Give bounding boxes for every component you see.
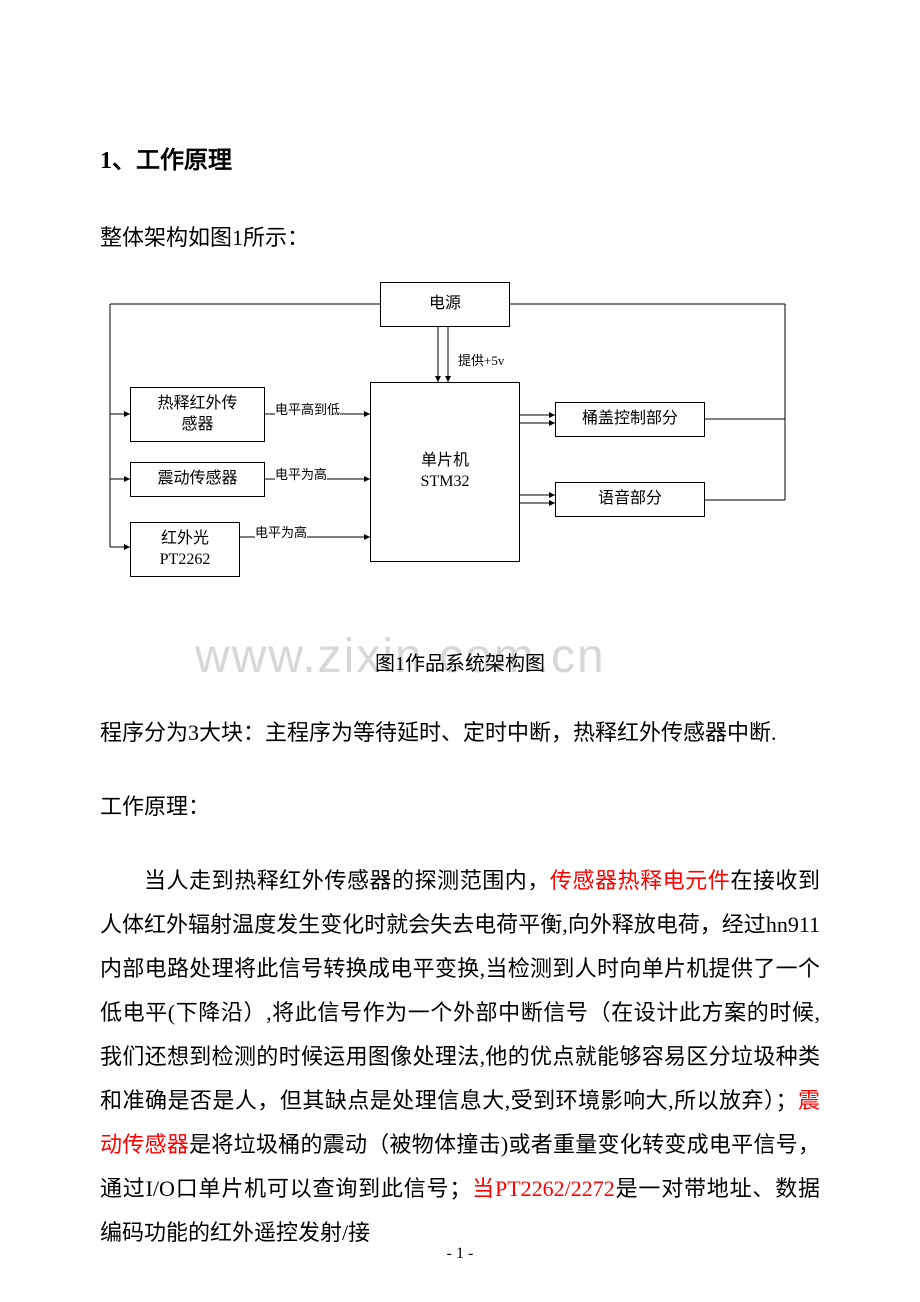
edge-label-vib: 电平为高 (275, 464, 327, 483)
body-highlight-3: 当PT2262/2272 (471, 1176, 614, 1201)
edge-label-pyro: 电平高到低 (275, 399, 340, 418)
node-pyro-sensor: 热释红外传 感器 (130, 387, 265, 442)
node-vibration-sensor: 震动传感器 (130, 462, 265, 497)
node-ir-pt2262: 红外光 PT2262 (130, 522, 240, 577)
node-voice: 语音部分 (555, 482, 705, 517)
section-heading: 1、工作原理 (100, 140, 820, 175)
intro-line: 整体架构如图1所示： (100, 220, 820, 252)
system-diagram: 电源 热释红外传 感器 震动传感器 红外光 PT2262 单片机 STM32 桶… (100, 282, 820, 602)
body-text-2: 在接收到人体红外辐射温度发生变化时就会失去电荷平衡,向外释放电荷，经过hn911… (100, 868, 820, 1113)
node-power: 电源 (380, 282, 510, 327)
program-parts-line: 程序分为3大块：主程序为等待延时、定时中断，热释红外传感器中断. (100, 711, 820, 755)
principle-label: 工作原理： (100, 785, 820, 829)
edge-label-power: 提供+5v (458, 350, 504, 369)
principle-body: 当人走到热释红外传感器的探测范围内，传感器热释电元件在接收到人体红外辐射温度发生… (100, 859, 820, 1255)
figure-caption: 图1作品系统架构图 (100, 647, 820, 676)
body-text-1: 当人走到热释红外传感器的探测范围内， (144, 868, 550, 893)
node-lid-control: 桶盖控制部分 (555, 402, 705, 437)
node-mcu: 单片机 STM32 (370, 382, 520, 562)
body-highlight-1: 传感器热释电元件 (550, 868, 730, 893)
edge-label-ir: 电平为高 (255, 522, 307, 541)
